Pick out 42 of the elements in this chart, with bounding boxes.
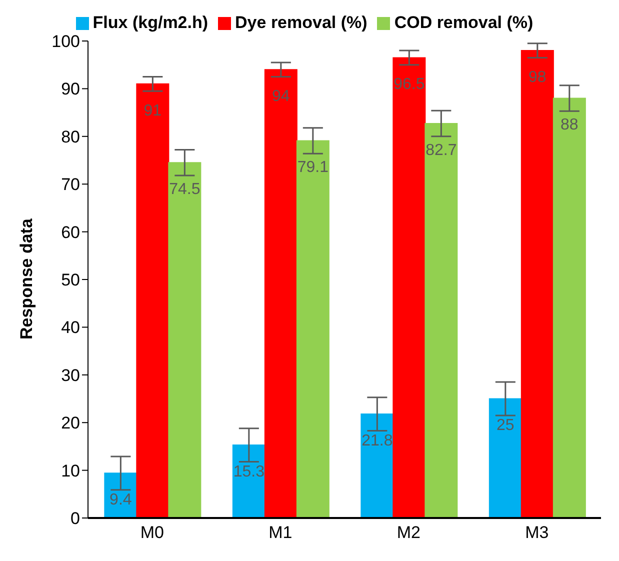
legend-label: Dye removal (%) — [235, 13, 368, 32]
y-tick-label: 20 — [61, 414, 80, 433]
y-tick-label: 40 — [61, 318, 80, 338]
bar — [392, 57, 426, 518]
y-tick-label: 10 — [61, 461, 80, 480]
data-label: 21.8 — [362, 432, 393, 450]
x-tick-label: M2 — [396, 523, 420, 542]
x-tick-label: M3 — [525, 523, 549, 542]
bar — [136, 83, 170, 518]
bar — [360, 414, 394, 518]
y-tick-label: 100 — [52, 32, 80, 52]
x-tick-label: M1 — [268, 523, 292, 542]
bar — [168, 162, 202, 518]
bar — [424, 123, 458, 518]
y-tick-label: 60 — [61, 222, 80, 242]
legend-label: COD removal (%) — [394, 13, 534, 32]
data-label: 96.5 — [394, 76, 425, 94]
y-tick-label: 90 — [61, 80, 80, 99]
y-tick-label: 30 — [61, 366, 80, 385]
y-tick-label: 50 — [61, 270, 80, 290]
data-label: 98 — [528, 68, 546, 86]
data-label: 94 — [272, 88, 290, 105]
bar — [488, 398, 522, 518]
x-tick-label: M0 — [140, 523, 164, 542]
data-label: 25 — [496, 417, 514, 434]
bar — [520, 50, 554, 518]
data-label: 79.1 — [297, 159, 329, 176]
y-tick-label: 0 — [70, 509, 80, 528]
bar — [264, 69, 298, 518]
y-tick-label: 80 — [61, 127, 80, 146]
data-label: 15.3 — [233, 463, 265, 480]
y-tick-label: 70 — [61, 175, 80, 194]
data-label: 9.4 — [110, 492, 132, 509]
data-label: 82.7 — [426, 142, 457, 159]
bar — [232, 444, 266, 518]
data-label: 74.5 — [169, 180, 200, 198]
y-axis-title: Response data — [17, 218, 36, 340]
bar — [296, 140, 330, 518]
data-label: 91 — [144, 102, 162, 120]
data-label: 88 — [560, 116, 578, 134]
legend-label: Flux (kg/m2.h) — [92, 13, 208, 32]
bar — [552, 98, 586, 518]
